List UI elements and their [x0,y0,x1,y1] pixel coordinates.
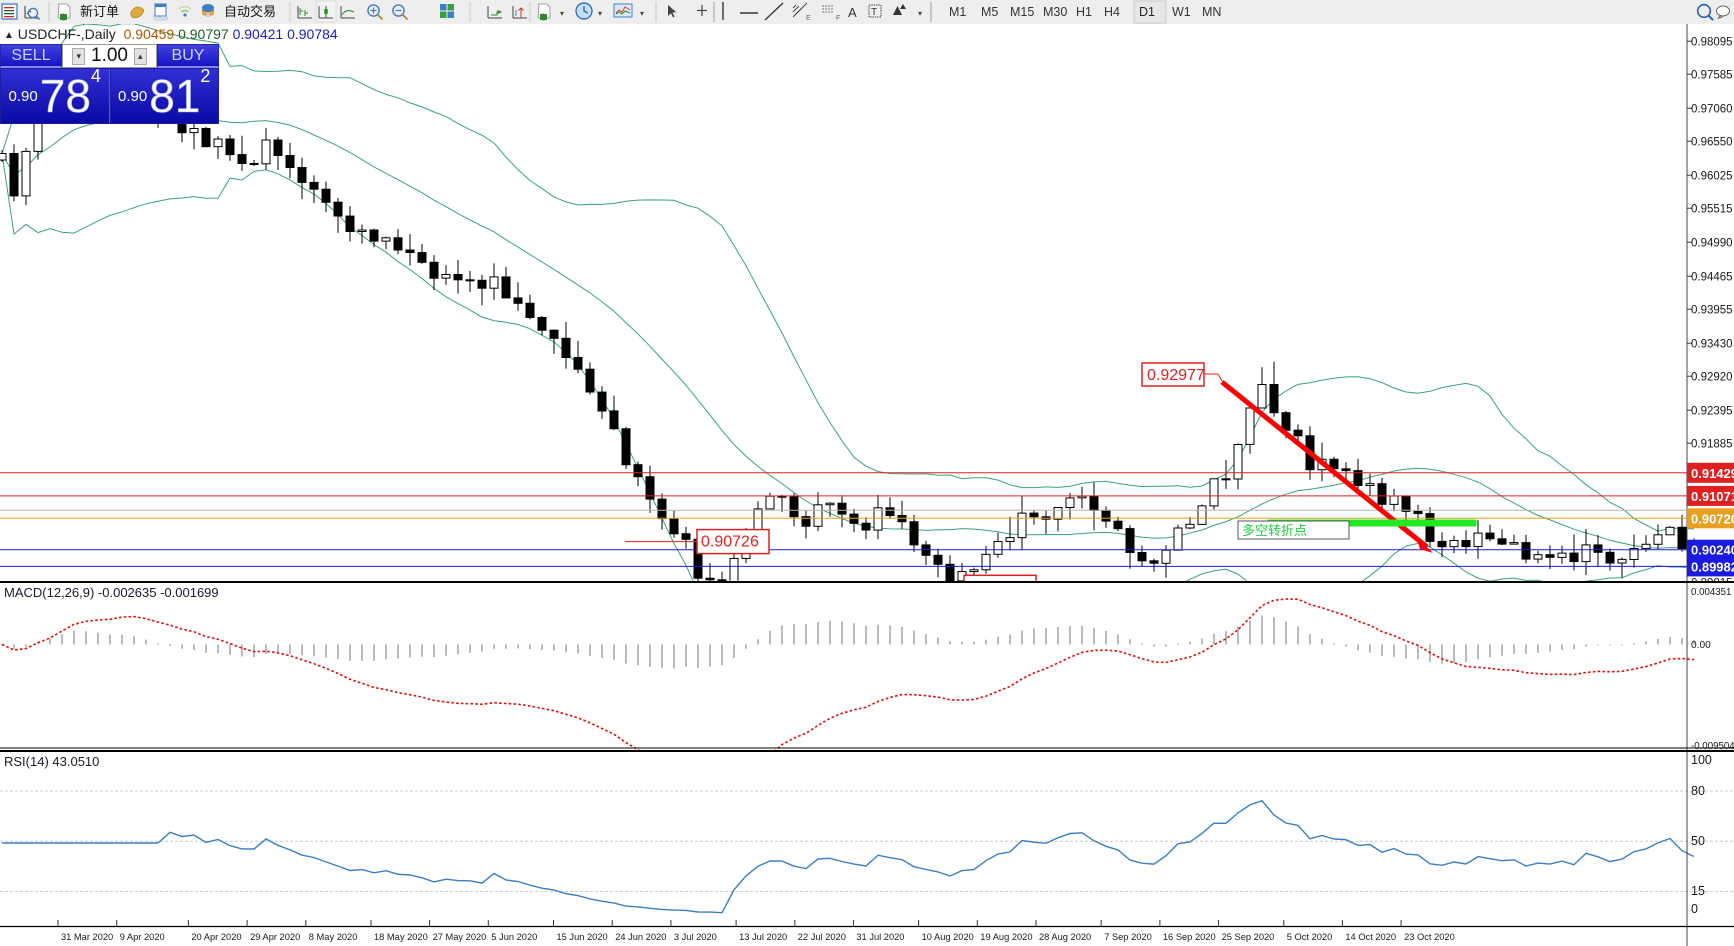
svg-text:5 Oct 2020: 5 Oct 2020 [1287,932,1332,942]
svg-text:▾: ▾ [640,9,644,18]
svg-text:0.97060: 0.97060 [1691,104,1733,116]
svg-text:H4: H4 [1104,5,1120,19]
svg-text:0.94465: 0.94465 [1691,272,1733,284]
svg-text:0.96025: 0.96025 [1691,171,1733,183]
svg-text:20 Apr 2020: 20 Apr 2020 [191,932,241,942]
svg-text:F: F [836,15,840,22]
svg-text:22 Jul 2020: 22 Jul 2020 [798,932,846,942]
svg-text:0.90726: 0.90726 [701,534,759,551]
svg-text:0.89982: 0.89982 [1691,559,1734,574]
svg-text:0.91429: 0.91429 [1691,466,1734,481]
svg-text:0.92977: 0.92977 [1147,367,1205,384]
svg-text:W1: W1 [1172,5,1191,19]
svg-text:18 May 2020: 18 May 2020 [374,932,428,942]
svg-text:0.00: 0.00 [1691,640,1711,651]
svg-text:0.91885: 0.91885 [1691,439,1733,451]
svg-text:E: E [806,15,811,22]
svg-text:10 Aug 2020: 10 Aug 2020 [922,932,974,942]
svg-text:15: 15 [1691,884,1705,898]
svg-text:28 Aug 2020: 28 Aug 2020 [1039,932,1091,942]
svg-text:0.98095: 0.98095 [1691,37,1733,49]
svg-text:29 Apr 2020: 29 Apr 2020 [250,932,300,942]
svg-text:16 Sep 2020: 16 Sep 2020 [1163,932,1216,942]
svg-text:31 Jul 2020: 31 Jul 2020 [856,932,904,942]
svg-text:T: T [871,7,877,18]
svg-text:23 Oct 2020: 23 Oct 2020 [1404,932,1455,942]
svg-text:多空转折点: 多空转折点 [1242,523,1307,538]
svg-text:8 May 2020: 8 May 2020 [309,932,358,942]
svg-text:0.97585: 0.97585 [1691,70,1733,82]
svg-text:D1: D1 [1139,5,1155,19]
svg-text:MN: MN [1202,5,1221,19]
svg-text:M30: M30 [1043,5,1067,19]
svg-text:-0.009504: -0.009504 [1691,741,1734,751]
svg-text:19 Aug 2020: 19 Aug 2020 [980,932,1032,942]
svg-text:25 Sep 2020: 25 Sep 2020 [1222,932,1275,942]
svg-text:0.004351: 0.004351 [1691,587,1731,598]
svg-text:0.96550: 0.96550 [1691,137,1733,149]
svg-text:13 Jul 2020: 13 Jul 2020 [739,932,787,942]
svg-text:5 Jun 2020: 5 Jun 2020 [491,932,537,942]
svg-text:0.91071: 0.91071 [1691,489,1734,504]
svg-text:0.92395: 0.92395 [1691,406,1733,418]
svg-text:3 Jul 2020: 3 Jul 2020 [674,932,717,942]
svg-text:▾: ▾ [560,9,564,18]
svg-text:7 Sep 2020: 7 Sep 2020 [1104,932,1152,942]
svg-text:100: 100 [1691,753,1712,767]
svg-text:自动交易: 自动交易 [224,4,276,19]
svg-text:▾: ▾ [918,9,922,18]
svg-text:0.94990: 0.94990 [1691,238,1733,250]
svg-text:14 Oct 2020: 14 Oct 2020 [1345,932,1396,942]
svg-text:27 May 2020: 27 May 2020 [433,932,487,942]
svg-text:新订单: 新订单 [80,4,119,19]
svg-text:0.90726: 0.90726 [1691,511,1734,526]
svg-text:0.95515: 0.95515 [1691,204,1733,216]
svg-text:0.93430: 0.93430 [1691,339,1733,351]
svg-text:▾: ▾ [598,9,602,18]
svg-text:0: 0 [1691,902,1698,916]
svg-text:0.92920: 0.92920 [1691,372,1733,384]
svg-text:31 Mar 2020: 31 Mar 2020 [61,932,113,942]
svg-text:M15: M15 [1010,5,1034,19]
svg-text:15 Jun 2020: 15 Jun 2020 [557,932,608,942]
svg-text:M5: M5 [981,5,998,19]
svg-text:H1: H1 [1076,5,1092,19]
svg-text:M1: M1 [949,5,966,19]
svg-text:A: A [848,5,857,20]
svg-text:0.90240: 0.90240 [1691,543,1734,558]
svg-text:24 Jun 2020: 24 Jun 2020 [615,932,666,942]
svg-text:0.93955: 0.93955 [1691,305,1733,317]
svg-text:80: 80 [1691,784,1705,798]
svg-text:50: 50 [1691,834,1705,848]
svg-text:9 Apr 2020: 9 Apr 2020 [120,932,165,942]
